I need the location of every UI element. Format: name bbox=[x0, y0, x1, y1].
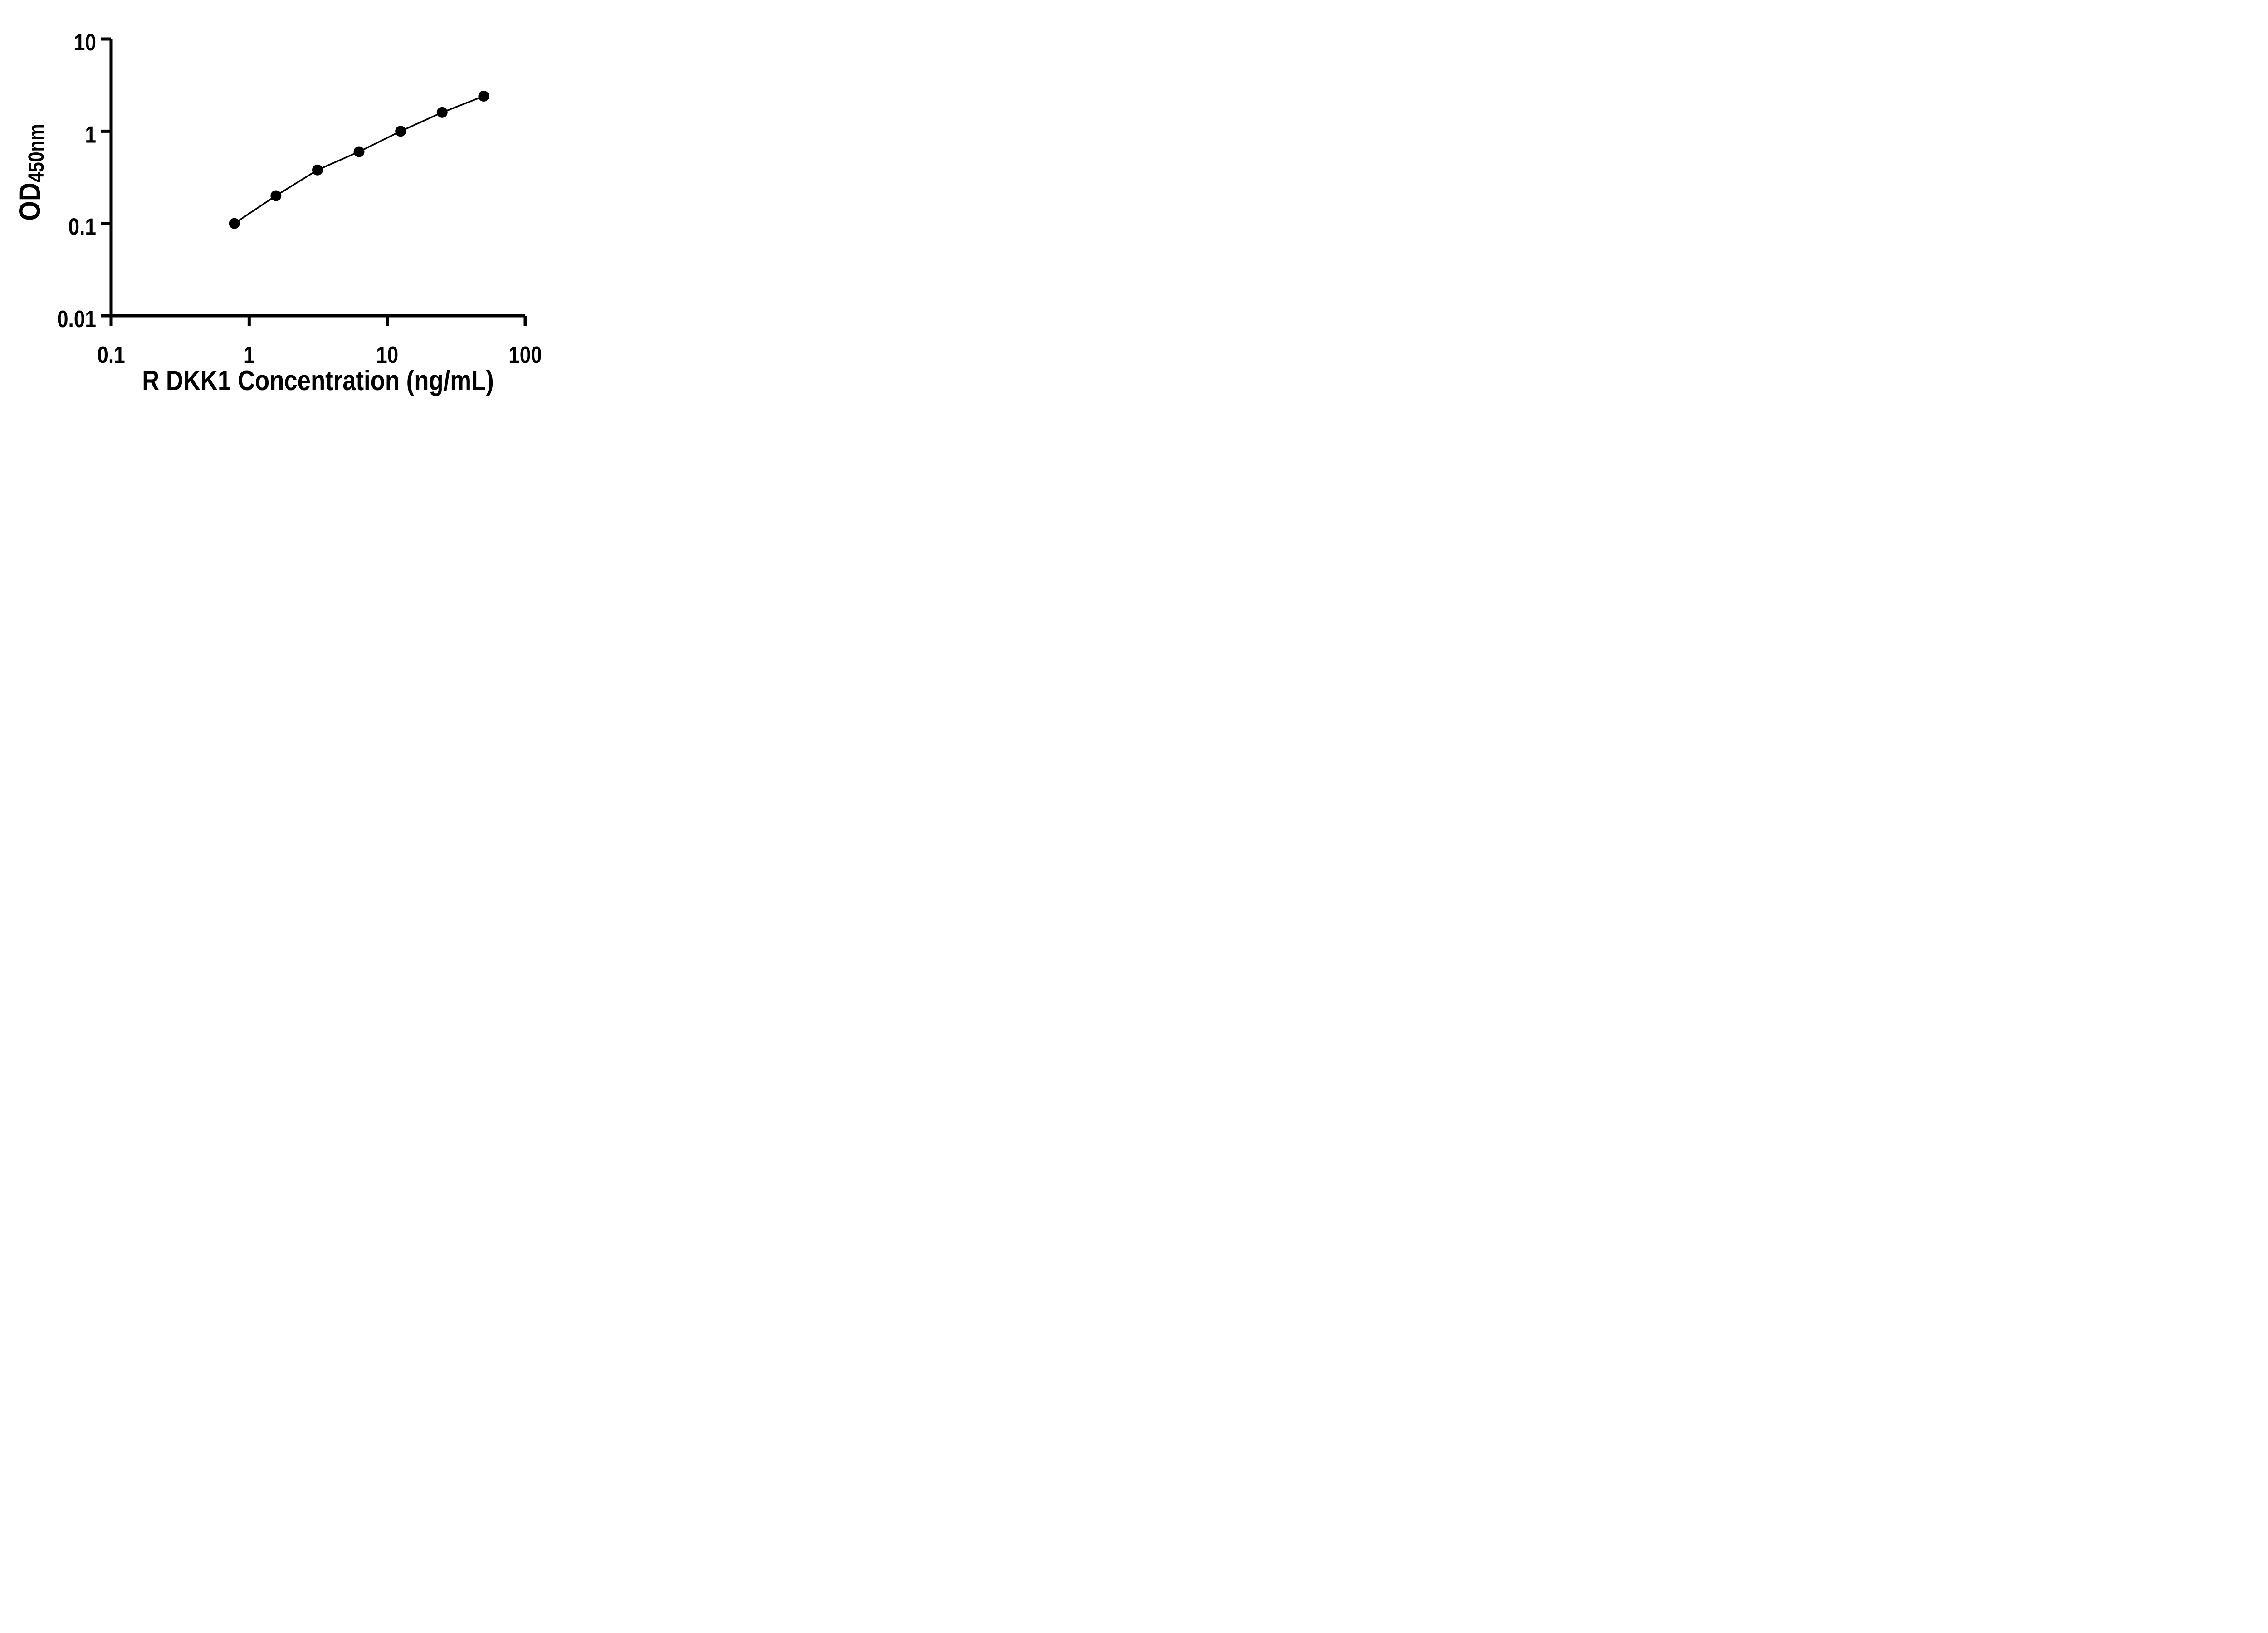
data-point bbox=[478, 91, 489, 102]
data-point bbox=[353, 146, 365, 157]
elisa-standard-curve-figure: 0.1 1 10 100 0.01 0.1 1 10 R DKK1 Concentration… bbox=[0, 0, 583, 408]
data-point bbox=[270, 190, 282, 201]
data-point bbox=[395, 126, 406, 137]
data-point bbox=[312, 164, 323, 176]
y-tick-label: 10 bbox=[74, 29, 96, 56]
x-tick-label: 100 bbox=[508, 342, 542, 368]
y-tick-label: 1 bbox=[85, 122, 96, 148]
x-axis-title: R DKK1 Concentration (ng/mL) bbox=[142, 365, 494, 396]
y-axis-title-subscript: 450nm bbox=[24, 124, 49, 182]
data-point bbox=[436, 107, 448, 118]
y-axis-title: OD450nm bbox=[13, 124, 49, 220]
y-tick-label: 0.01 bbox=[57, 306, 96, 332]
y-tick-label: 0.1 bbox=[68, 214, 96, 240]
y-axis-title-main: OD bbox=[13, 183, 46, 221]
x-tick-label: 0.1 bbox=[97, 342, 125, 368]
curve-series-layer bbox=[229, 91, 489, 229]
data-point bbox=[229, 218, 240, 229]
x-tick-label: 10 bbox=[376, 342, 398, 368]
x-tick-label: 1 bbox=[244, 342, 255, 368]
